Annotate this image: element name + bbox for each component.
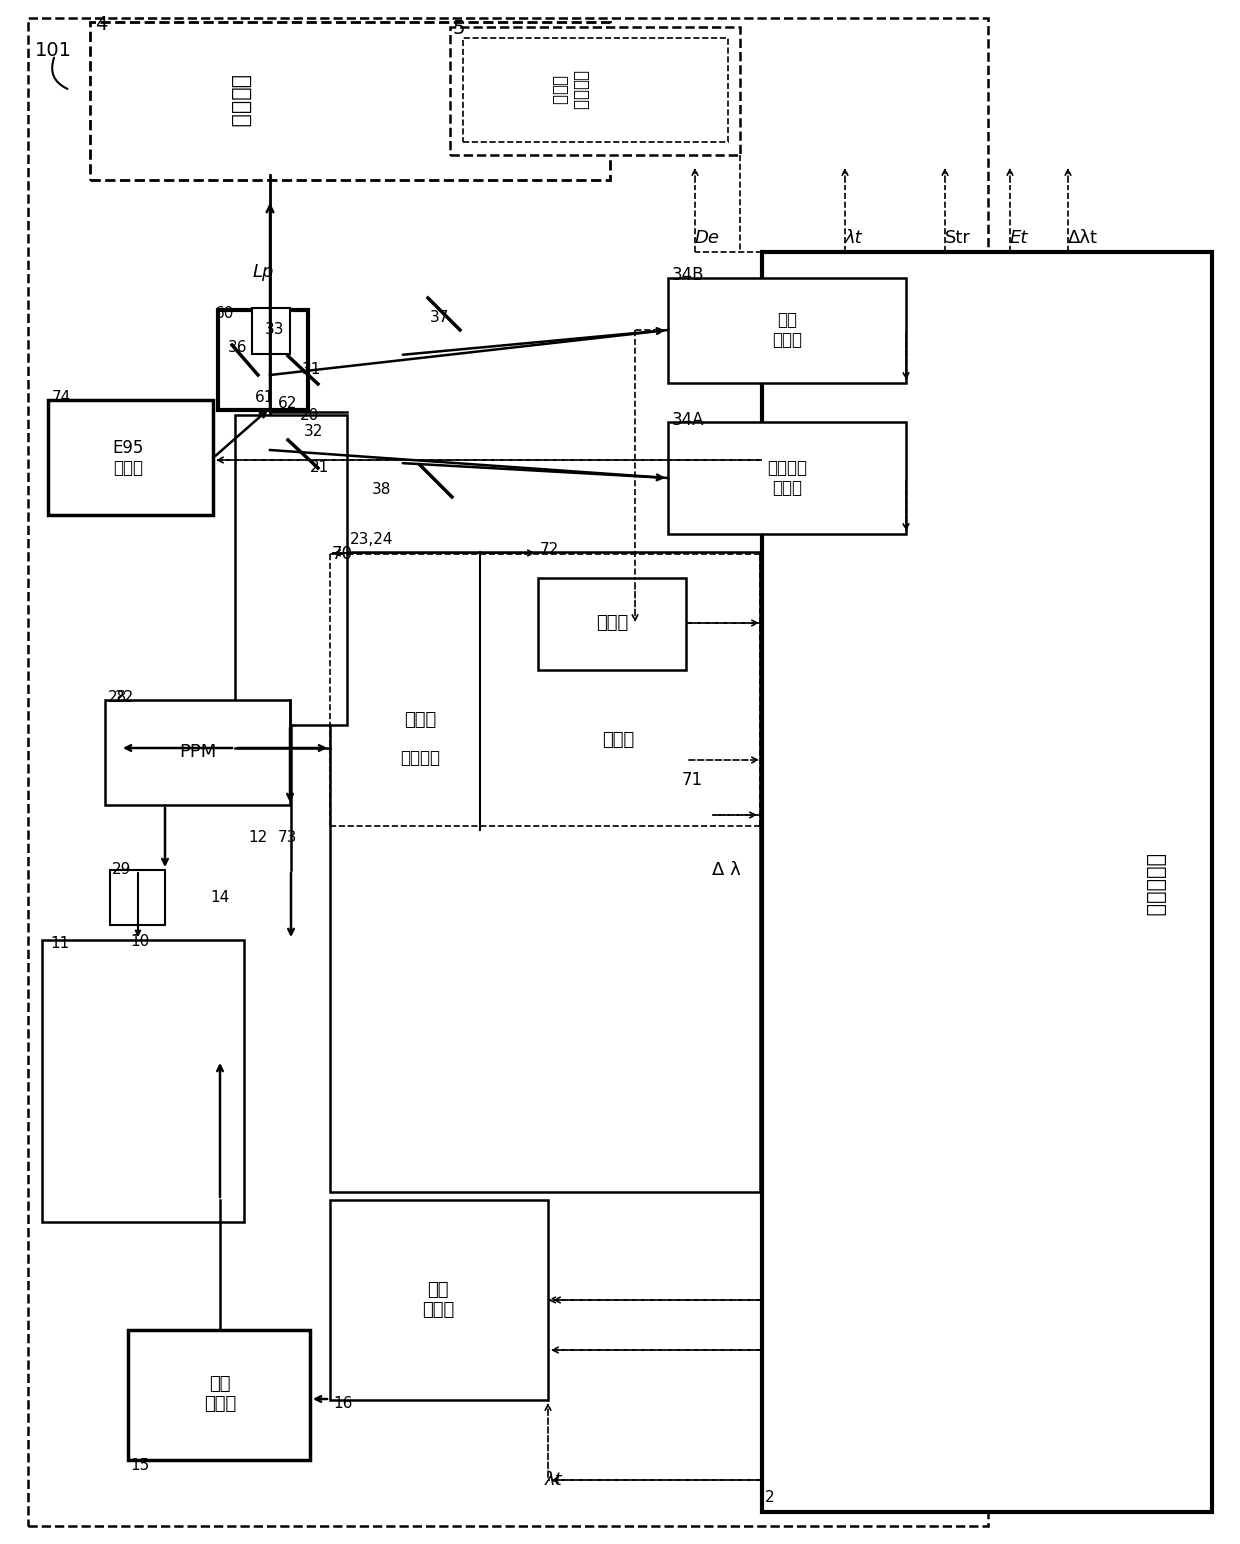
Text: 23,24: 23,24: [350, 533, 393, 548]
Text: 10: 10: [130, 934, 149, 950]
Text: 16: 16: [334, 1396, 352, 1411]
Bar: [29, 19, 988, 1525]
Text: 33: 33: [265, 323, 284, 338]
Text: 32: 32: [304, 425, 324, 440]
Text: 71: 71: [682, 770, 703, 789]
Text: 73: 73: [278, 831, 298, 846]
Text: 14: 14: [210, 889, 229, 905]
Text: 曝光装置: 曝光装置: [229, 76, 250, 128]
Bar: [105, 699, 290, 804]
Text: 20: 20: [300, 408, 319, 423]
Text: 62: 62: [278, 395, 298, 411]
Text: 28: 28: [108, 690, 128, 706]
Bar: [218, 310, 308, 411]
Text: 70: 70: [332, 545, 353, 564]
Bar: [450, 26, 740, 154]
Bar: [538, 577, 686, 670]
Text: 31: 31: [303, 363, 321, 377]
Bar: [128, 1329, 310, 1461]
Bar: [110, 869, 165, 925]
Text: Str: Str: [945, 229, 971, 247]
Text: 34B: 34B: [672, 266, 704, 284]
Text: 72: 72: [539, 542, 559, 557]
Text: 101: 101: [35, 40, 72, 60]
Text: PPM: PPM: [180, 743, 217, 761]
Bar: [330, 1200, 548, 1400]
Text: 谱计测部: 谱计测部: [401, 749, 440, 767]
Text: 29: 29: [112, 863, 131, 877]
Text: 22: 22: [115, 690, 134, 706]
Text: Δ λ: Δ λ: [712, 862, 740, 879]
Text: Et: Et: [1011, 229, 1028, 247]
Text: E95
驱动器: E95 驱动器: [113, 438, 144, 477]
Bar: [668, 278, 906, 383]
Text: 存储部: 存储部: [404, 710, 436, 729]
Bar: [236, 415, 347, 726]
Bar: [668, 422, 906, 534]
Text: λt: λt: [844, 229, 863, 247]
Text: Lp: Lp: [253, 262, 274, 281]
Text: 波长
驱动器: 波长 驱动器: [203, 1374, 236, 1413]
Text: 2: 2: [765, 1490, 775, 1505]
Text: De: De: [694, 229, 720, 247]
Text: 波长
計測器: 波长 計測器: [773, 310, 802, 349]
Text: 61: 61: [255, 391, 274, 406]
Bar: [42, 940, 244, 1221]
Bar: [48, 400, 213, 516]
Text: 激光控制部: 激光控制部: [1145, 854, 1166, 916]
Bar: [330, 553, 760, 1192]
Text: 38: 38: [372, 482, 392, 497]
Text: 15: 15: [130, 1458, 149, 1473]
Bar: [91, 22, 610, 181]
Text: 74: 74: [52, 391, 71, 406]
Bar: [252, 307, 290, 354]
Text: 11: 11: [50, 937, 69, 951]
Bar: [763, 252, 1211, 1512]
Text: 曝光装置
控制部: 曝光装置 控制部: [551, 69, 589, 110]
Text: 计数器: 计数器: [596, 615, 629, 631]
Bar: [463, 39, 728, 142]
Text: 34A: 34A: [672, 411, 704, 429]
Text: 4: 4: [95, 15, 108, 34]
Text: 波长
控制部: 波长 控制部: [422, 1280, 454, 1320]
Text: 36: 36: [228, 341, 248, 355]
Text: 运算部: 运算部: [601, 730, 634, 749]
Text: 5: 5: [453, 19, 465, 37]
Text: λt: λt: [546, 1471, 563, 1488]
Text: 谱线宽度
計測器: 谱线宽度 計測器: [768, 459, 807, 497]
Text: 12: 12: [248, 831, 268, 846]
Text: 21: 21: [310, 460, 330, 474]
Text: 60: 60: [215, 306, 234, 321]
Text: Δλt: Δλt: [1068, 229, 1097, 247]
Text: 37: 37: [430, 310, 449, 326]
